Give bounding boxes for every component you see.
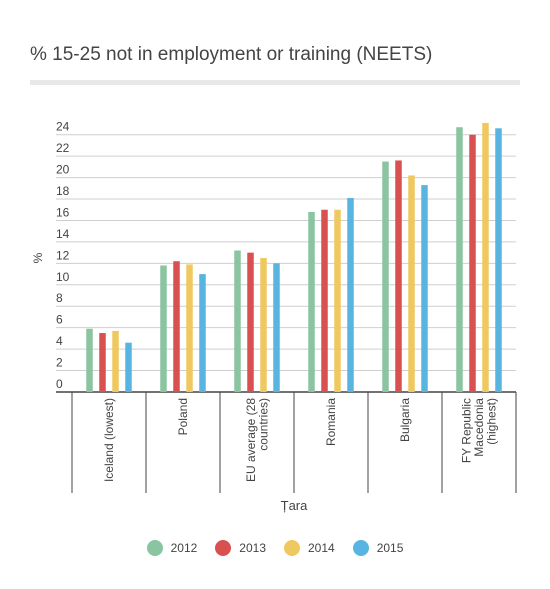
bar (99, 333, 106, 392)
y-tick-label: 18 (56, 184, 70, 198)
y-axis-label: % (31, 252, 45, 263)
bar (456, 127, 463, 392)
bar (395, 160, 402, 392)
x-tick-label: FY RepublicMacedonia(highest) (460, 398, 499, 463)
y-tick-label: 16 (56, 205, 70, 219)
y-tick-label: 22 (56, 141, 70, 155)
bar (347, 197, 354, 392)
bar (469, 134, 476, 392)
x-tick-label: EU average (28countries) (244, 398, 271, 482)
x-tick-label-line: (highest) (485, 398, 499, 445)
x-tick-label-line: EU average (28 (244, 398, 258, 482)
x-tick-label: Romania (324, 398, 338, 446)
bar (495, 128, 502, 392)
x-axis-label: Țara (281, 498, 309, 513)
legend-label-2014: 2014 (308, 541, 335, 555)
legend: 2012 2013 2014 2015 (0, 540, 550, 556)
y-tick-label: 8 (56, 291, 63, 305)
bar (334, 209, 341, 392)
bar (382, 161, 389, 392)
bar (112, 330, 119, 392)
bar (408, 175, 415, 392)
bar (482, 122, 489, 392)
legend-item-2014: 2014 (284, 540, 335, 556)
title-divider (30, 80, 520, 85)
x-tick-label-line: Romania (324, 398, 338, 446)
chart-title: % 15-25 not in employment or training (N… (30, 44, 433, 65)
x-tick-label-line: Poland (176, 398, 190, 435)
bar (186, 264, 193, 392)
legend-swatch-2015 (352, 540, 369, 556)
bar (199, 274, 206, 392)
legend-item-2013: 2013 (215, 540, 266, 556)
y-tick-label: 12 (56, 248, 70, 262)
legend-label-2015: 2015 (376, 541, 404, 555)
y-tick-label: 6 (56, 313, 63, 327)
y-tick-label: 4 (56, 334, 63, 348)
x-tick-label: Iceland (lowest) (102, 398, 116, 482)
y-tick-label: 14 (56, 227, 70, 241)
bar (160, 265, 167, 392)
bar (86, 328, 93, 392)
bar (247, 252, 254, 392)
x-tick-label-line: countries) (256, 398, 270, 451)
bar (273, 263, 280, 392)
bar (421, 185, 428, 392)
bar (173, 261, 180, 392)
x-tick-label-line: Bulgaria (398, 398, 412, 442)
legend-label-2013: 2013 (239, 541, 266, 555)
legend-swatch-2014 (284, 540, 300, 556)
bar (308, 211, 315, 392)
legend-item-2015: 2015 (352, 540, 404, 556)
legend-item-2012: 2012 (146, 540, 198, 556)
legend-label-2012: 2012 (170, 541, 198, 555)
x-tick-label-line: Iceland (lowest) (102, 398, 116, 482)
y-tick-label: 2 (56, 356, 63, 370)
bar (321, 209, 328, 392)
x-tick-label-line: Macedonia (472, 398, 486, 457)
y-tick-label: 10 (56, 270, 70, 284)
legend-swatch-2013 (215, 540, 232, 556)
legend-swatch-2012 (146, 540, 163, 556)
y-tick-label: 20 (56, 163, 70, 177)
bar (234, 250, 241, 392)
x-tick-label: Bulgaria (398, 398, 412, 442)
x-tick-label: Poland (176, 398, 190, 435)
bar (260, 258, 267, 392)
bar (125, 342, 132, 392)
y-tick-label: 24 (56, 120, 70, 134)
x-tick-label-line: FY Republic (460, 398, 474, 463)
y-tick-label: 0 (56, 377, 63, 391)
